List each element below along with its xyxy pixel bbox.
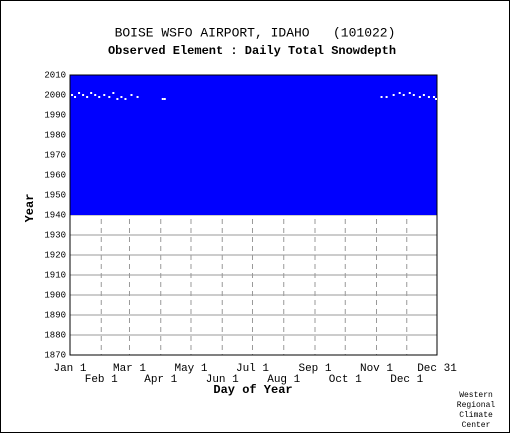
y-tick-label: 1870 xyxy=(44,350,66,360)
point xyxy=(90,92,93,94)
point xyxy=(392,94,395,96)
point xyxy=(412,94,415,96)
point xyxy=(130,94,133,96)
x-tick-label: Sep 1 xyxy=(298,363,331,375)
chart-title: BOISE WSFO AIRPORT, IDAHO (101022) xyxy=(115,25,396,40)
point xyxy=(116,98,119,100)
x-tick-label: May 1 xyxy=(174,363,207,375)
chart-subtitle: Observed Element : Daily Total Snowdepth xyxy=(108,44,396,58)
y-tick-label: 2000 xyxy=(44,90,66,100)
point xyxy=(418,96,421,98)
x-tick-label: Oct 1 xyxy=(329,374,362,386)
x-tick-label: Dec 31 xyxy=(417,363,457,375)
point xyxy=(82,94,85,96)
point xyxy=(385,96,388,98)
y-tick-label: 1990 xyxy=(44,110,66,120)
point xyxy=(120,96,123,98)
x-tick-label: Jan 1 xyxy=(53,363,86,375)
point xyxy=(108,96,111,98)
point xyxy=(161,98,164,100)
y-tick-label: 1930 xyxy=(44,230,66,240)
credit: Climate xyxy=(459,411,493,420)
point xyxy=(112,92,115,94)
x-tick-label: Aug 1 xyxy=(267,374,300,386)
point xyxy=(427,96,430,98)
point xyxy=(136,96,139,98)
point xyxy=(124,98,127,100)
point xyxy=(74,96,77,98)
point xyxy=(103,94,106,96)
x-tick-label: Feb 1 xyxy=(85,374,118,386)
y-tick-label: 1890 xyxy=(44,310,66,320)
credit: Center xyxy=(462,421,491,430)
point xyxy=(78,92,81,94)
point xyxy=(432,96,435,98)
x-tick-label: Jun 1 xyxy=(206,374,239,386)
y-tick-label: 2010 xyxy=(44,70,66,80)
point xyxy=(94,94,97,96)
point xyxy=(398,92,401,94)
record-period xyxy=(70,75,437,215)
x-tick-label: Apr 1 xyxy=(144,374,177,386)
x-axis-label: Day of Year xyxy=(213,383,292,397)
y-tick-label: 1950 xyxy=(44,190,66,200)
y-tick-label: 1980 xyxy=(44,130,66,140)
point xyxy=(434,98,437,100)
point xyxy=(86,96,89,98)
point xyxy=(402,94,405,96)
y-tick-label: 1920 xyxy=(44,250,66,260)
y-axis-label: Year xyxy=(23,194,37,223)
y-tick-label: 1880 xyxy=(44,330,66,340)
point xyxy=(98,96,101,98)
x-tick-label: Dec 1 xyxy=(390,374,423,386)
y-tick-label: 1940 xyxy=(44,210,66,220)
point xyxy=(422,94,425,96)
x-tick-label: Nov 1 xyxy=(360,363,393,375)
plot-frame xyxy=(69,74,438,356)
point xyxy=(408,92,411,94)
point xyxy=(163,98,166,100)
x-tick-label: Jul 1 xyxy=(236,363,269,375)
y-tick-label: 1960 xyxy=(44,170,66,180)
y-tick-label: 1970 xyxy=(44,150,66,160)
credit: Regional xyxy=(457,401,496,410)
y-tick-label: 1900 xyxy=(44,290,66,300)
point xyxy=(380,96,383,98)
y-tick-label: 1910 xyxy=(44,270,66,280)
point xyxy=(71,94,74,96)
x-tick-label: Mar 1 xyxy=(113,363,146,375)
credit: Western xyxy=(459,391,493,400)
